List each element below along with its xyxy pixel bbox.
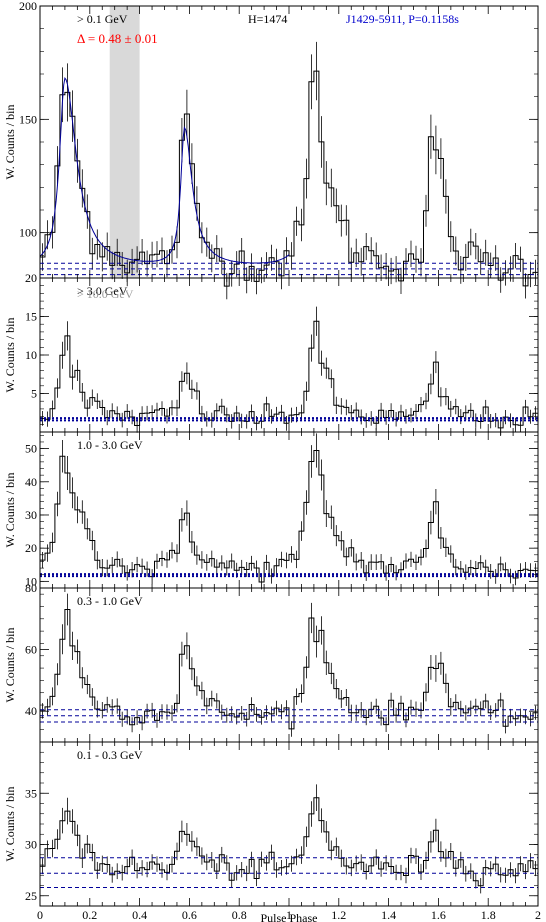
peak-separation-annotation: Δ = 0.48 ± 0.01 (77, 31, 158, 46)
off-pulse-shade (109, 6, 140, 278)
histogram-series (40, 797, 538, 887)
y-tick-label: 35 (25, 786, 37, 800)
y-tick-label: 20 (25, 541, 37, 555)
panel-frame (39, 741, 539, 907)
pulsar-name: J1429-5911, P=0.1158s (346, 12, 459, 26)
y-tick-label: 20 (25, 271, 37, 285)
x-tick-label: 0.2 (82, 908, 97, 922)
y-tick-label: 5 (31, 387, 37, 401)
histogram-series (40, 70, 538, 287)
energy-band-label: > 3.0 GeV (77, 284, 128, 298)
x-tick-label: 1.2 (331, 908, 346, 922)
histogram-series (40, 320, 538, 429)
y-tick-label: 200 (19, 0, 37, 13)
y-axis-label: W. Counts / bin (3, 628, 17, 703)
panel-frame (39, 277, 539, 433)
y-axis-label: W. Counts / bin (3, 105, 17, 180)
y-tick-label: 100 (19, 226, 37, 240)
panel-5 (39, 741, 539, 907)
x-axis-label: Pulse Phase (261, 911, 318, 922)
h-test-statistic: H=1474 (248, 12, 287, 26)
y-tick-label: 150 (19, 112, 37, 126)
y-tick-label: 40 (25, 475, 37, 489)
panel-4 (39, 587, 539, 743)
y-tick-label: 80 (25, 581, 37, 595)
y-tick-label: 50 (25, 442, 37, 456)
x-tick-label: 1.4 (381, 908, 396, 922)
y-tick-label: 25 (25, 889, 37, 903)
fit-curve (39, 77, 290, 264)
y-tick-label: 30 (25, 838, 37, 852)
panel-3 (39, 431, 539, 590)
energy-band-label: 1.0 - 3.0 GeV (77, 438, 143, 452)
energy-band-label: 0.1 - 0.3 GeV (77, 748, 143, 762)
x-tick-label: 0.6 (182, 908, 197, 922)
x-tick-label: 1.6 (431, 908, 446, 922)
y-tick-label: 60 (25, 643, 37, 657)
y-tick-label: 40 (25, 704, 37, 718)
y-tick-label: 10 (25, 574, 37, 588)
panel-2 (39, 277, 539, 435)
histogram-series (40, 450, 538, 583)
panel-1 (39, 5, 539, 300)
energy-band-label: 0.3 - 1.0 GeV (77, 594, 143, 608)
x-tick-label: 1 (286, 908, 292, 922)
x-tick-label: 0 (37, 908, 43, 922)
x-tick-label: 0.8 (232, 908, 247, 922)
histogram-series (40, 609, 538, 730)
y-tick-label: 10 (25, 348, 37, 362)
x-tick-label: 2 (535, 908, 541, 922)
y-axis-label: W. Counts / bin (3, 787, 17, 862)
y-axis-label: W. Counts / bin (3, 473, 17, 548)
energy-band-label: > 0.1 GeV (77, 12, 128, 26)
y-axis-label: W. Counts / bin (3, 318, 17, 393)
y-tick-label: 15 (25, 310, 37, 324)
x-tick-label: 0.4 (132, 908, 147, 922)
y-tick-label: 30 (25, 508, 37, 522)
x-tick-label: 1.8 (481, 908, 496, 922)
energy-band-label-secondary: > 10.0 GeV (77, 287, 134, 301)
